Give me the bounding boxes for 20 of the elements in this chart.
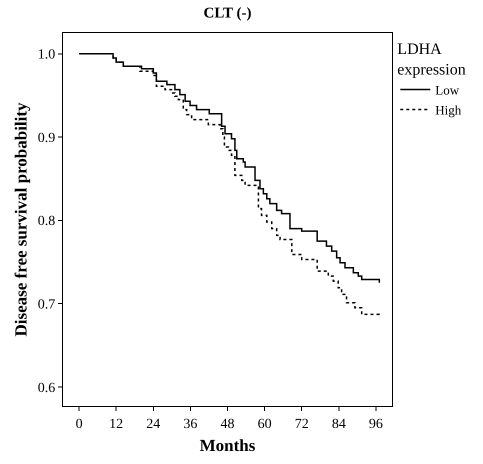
y-tick-label: 1.0 xyxy=(38,48,56,63)
x-tick-label: 12 xyxy=(109,416,124,432)
x-tick-label: 72 xyxy=(294,416,309,432)
x-tick-label: 96 xyxy=(368,416,383,432)
x-tick-label: 36 xyxy=(183,416,198,432)
y-tick-label: 0.6 xyxy=(38,380,56,396)
legend-label: Low xyxy=(435,82,460,98)
y-tick-label: 0.8 xyxy=(38,214,56,230)
x-tick-label: 84 xyxy=(332,416,346,432)
x-tick-label: 48 xyxy=(220,416,234,432)
y-tick-label: 0.9 xyxy=(38,130,56,146)
chart-title: CLT (-) xyxy=(204,5,252,22)
x-axis-title: Months xyxy=(200,436,256,456)
x-tick-label: 24 xyxy=(146,416,160,432)
x-tick-label: 60 xyxy=(258,416,272,432)
y-axis-title: Disease free survival probability xyxy=(11,102,30,337)
legend-label: High xyxy=(435,102,462,118)
y-tick-label: 0.7 xyxy=(38,297,56,312)
x-tick-label: 0 xyxy=(76,416,83,432)
legend-title: LDHA expression xyxy=(397,40,466,79)
